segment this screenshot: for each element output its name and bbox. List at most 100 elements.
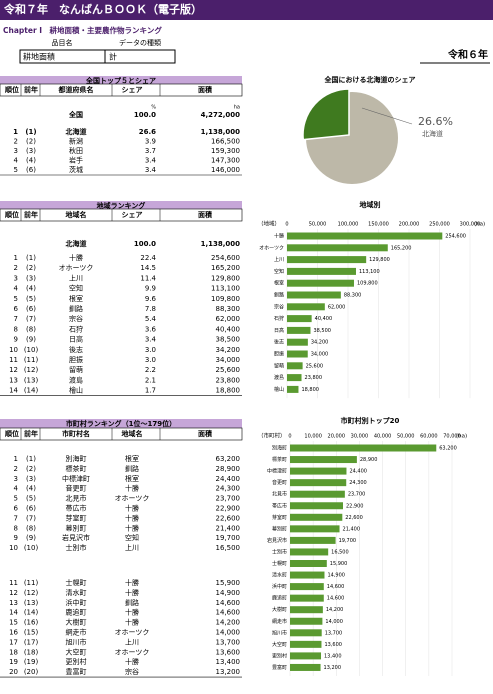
section-title: 全国トップ５とシェア [85, 76, 156, 85]
name: 更別村 [66, 657, 87, 666]
rank: 5 [14, 166, 18, 174]
table-header [0, 427, 243, 441]
name: 帯広市 [66, 504, 87, 513]
area: 63,200 [216, 455, 241, 463]
prev-rank: (5) [26, 495, 36, 503]
bar-value-label: 16,500 [331, 549, 349, 555]
bar-value-label: 13,700 [325, 630, 343, 636]
area: 147,300 [211, 157, 240, 165]
region: 十勝 [125, 608, 139, 617]
rank: 6 [14, 505, 19, 513]
prev-rank: (8) [26, 325, 36, 333]
share: 3.4 [145, 157, 157, 165]
column-header: 前年 [24, 429, 38, 438]
region: 釧路 [125, 598, 139, 607]
x-tick-label: 300,000 [460, 222, 481, 228]
region: オホーツク [115, 648, 150, 656]
region: 上川 [125, 543, 139, 552]
x-tick-label: 0 [285, 222, 288, 228]
rank: 7 [14, 514, 18, 522]
bar [290, 456, 357, 464]
name: 士幌町 [66, 578, 87, 587]
area: 165,200 [211, 264, 240, 272]
share: 11.4 [140, 274, 156, 282]
rank: 7 [14, 315, 18, 323]
area: 146,000 [211, 166, 240, 174]
bar [287, 291, 341, 299]
name: 空知 [69, 284, 83, 293]
category-label: 清水町 [272, 572, 287, 579]
prev-rank: (4) [26, 485, 36, 493]
area: 23,800 [216, 376, 241, 384]
share: 9.9 [145, 285, 156, 293]
area: 19,700 [216, 534, 241, 542]
bar [287, 385, 299, 393]
rank: 4 [14, 485, 19, 493]
rank: 17 [9, 638, 18, 646]
category-label: 旭川市 [272, 629, 287, 636]
rank: 12 [9, 366, 18, 374]
category-label: 上川 [274, 256, 284, 263]
name: 旭川市 [66, 637, 87, 646]
pie-category: 北海道 [422, 129, 443, 138]
prev-rank: (6) [26, 166, 36, 174]
table-header [0, 208, 243, 222]
rank: 12 [9, 589, 18, 597]
name: 幕別町 [66, 523, 87, 532]
share: 2.2 [145, 366, 156, 374]
bar [290, 479, 347, 487]
bar [290, 536, 336, 544]
bar [287, 303, 325, 311]
bar-value-label: 34,000 [311, 352, 329, 358]
name: 標茶町 [66, 464, 87, 473]
pie-slice [302, 88, 350, 141]
area: 34,200 [216, 346, 241, 354]
x-unit: (ha) [474, 222, 485, 228]
chart-title: 地域別 [360, 200, 381, 209]
bar-value-label: 14,600 [327, 584, 345, 590]
bar [287, 362, 303, 370]
bar [290, 606, 323, 614]
prev-rank: (16) [24, 619, 39, 627]
bar [290, 490, 345, 498]
column-header: 都道府県名 [58, 85, 94, 94]
share: 3.9 [145, 138, 156, 146]
bar [290, 467, 347, 475]
rank: 13 [9, 376, 18, 384]
bar [290, 513, 343, 521]
rank: 19 [9, 658, 18, 666]
rank: 14 [9, 609, 18, 617]
rank: 2 [14, 465, 18, 473]
share: 3.7 [145, 147, 156, 155]
category-label: 中標津町 [267, 468, 287, 475]
bar-value-label: 25,600 [306, 363, 324, 369]
prev-rank: (6) [26, 505, 36, 513]
bar-value-label: 14,900 [327, 573, 345, 579]
header-band [0, 0, 493, 20]
rank: 5 [14, 495, 18, 503]
area: 40,400 [216, 325, 241, 333]
table-header [0, 83, 243, 97]
area: 13,700 [216, 638, 241, 646]
selector-label: 品目名 [52, 38, 73, 47]
share: 22.4 [140, 254, 156, 262]
bar [290, 594, 324, 602]
region: 十勝 [125, 513, 139, 522]
bar-value-label: 13,200 [324, 665, 342, 671]
name: 鹿追町 [66, 608, 87, 617]
selector-value: 計 [109, 52, 117, 62]
column-header: 面積 [198, 210, 213, 219]
name: 音更町 [66, 484, 87, 493]
rank: 8 [14, 325, 18, 333]
bar [287, 374, 302, 382]
bar [290, 617, 323, 625]
region: 根室 [125, 474, 139, 483]
rank: 8 [14, 524, 18, 532]
name: 新潟 [69, 137, 83, 146]
category-label: 釧路 [274, 292, 284, 299]
bar-value-label: 113,100 [359, 269, 380, 275]
share: 3.6 [145, 325, 157, 333]
bar-value-label: 14,600 [327, 596, 345, 602]
bar [287, 267, 356, 275]
